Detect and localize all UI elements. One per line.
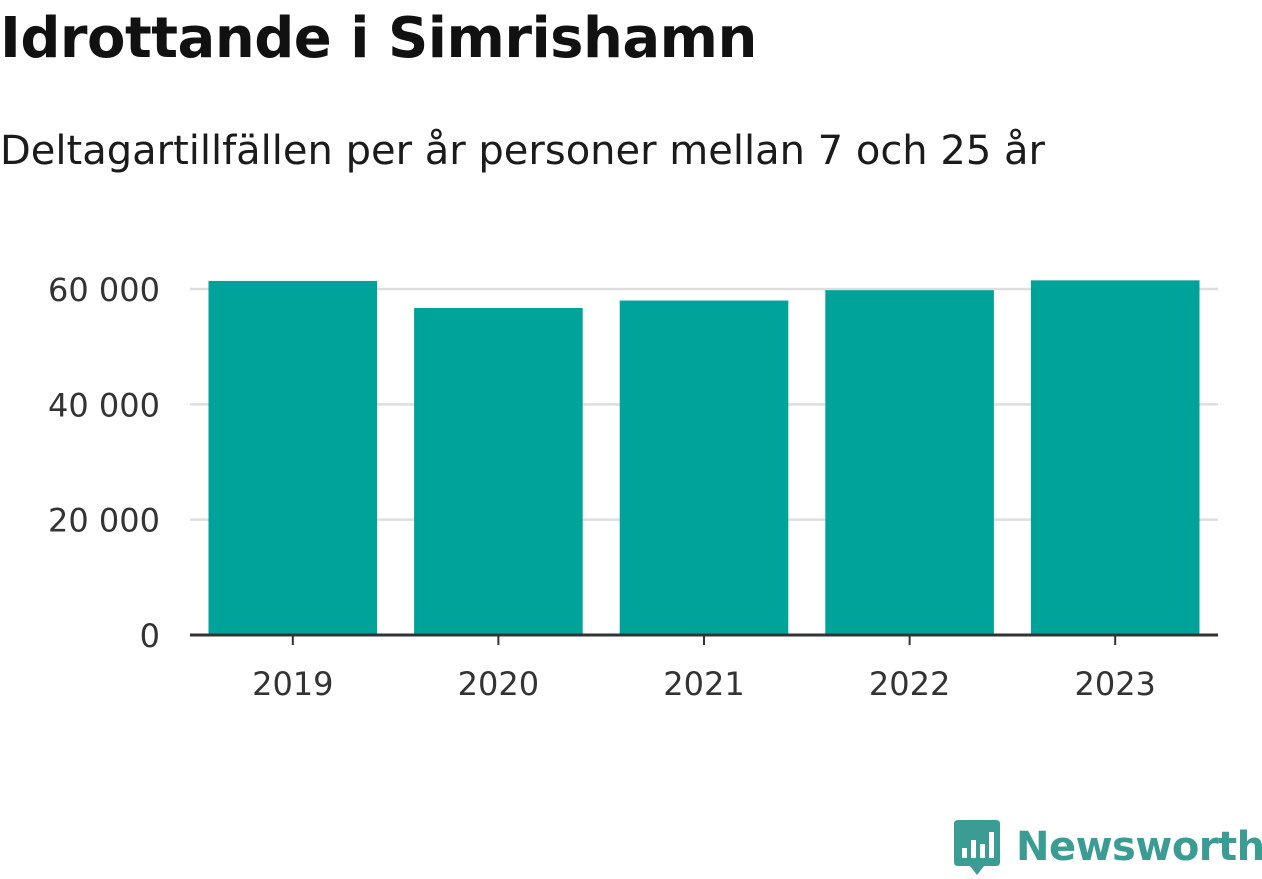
- bar-2019: [208, 280, 378, 635]
- bar-2023: [1030, 280, 1200, 635]
- brand-name: Newsworthy: [1016, 824, 1262, 870]
- bar-2021: [619, 300, 789, 635]
- bar-2020: [414, 308, 583, 635]
- bar-2022: [825, 290, 994, 635]
- brand-logo: Newsworthy: [952, 818, 1262, 876]
- y-tick-label: 20 000: [48, 502, 160, 540]
- newsworthy-logo-icon: [954, 820, 1000, 875]
- x-tick-label: 2019: [252, 665, 333, 703]
- x-tick-label: 2021: [663, 665, 744, 703]
- bars: [208, 280, 1200, 635]
- y-tick-label: 0: [140, 617, 160, 655]
- axes: 0 20 000 40 000 60 000 2019 2020 2021 2022 2023: [48, 271, 1218, 703]
- x-tick-label: 2022: [869, 665, 950, 703]
- x-tick-label: 2023: [1074, 665, 1155, 703]
- chart-title: Idrottande i Simrishamn: [0, 6, 757, 71]
- y-tick-label: 60 000: [48, 271, 160, 309]
- y-tick-label: 40 000: [48, 386, 160, 424]
- x-tick-label: 2020: [458, 665, 539, 703]
- chart-subtitle: Deltagartillfällen per år personer mella…: [0, 128, 1045, 174]
